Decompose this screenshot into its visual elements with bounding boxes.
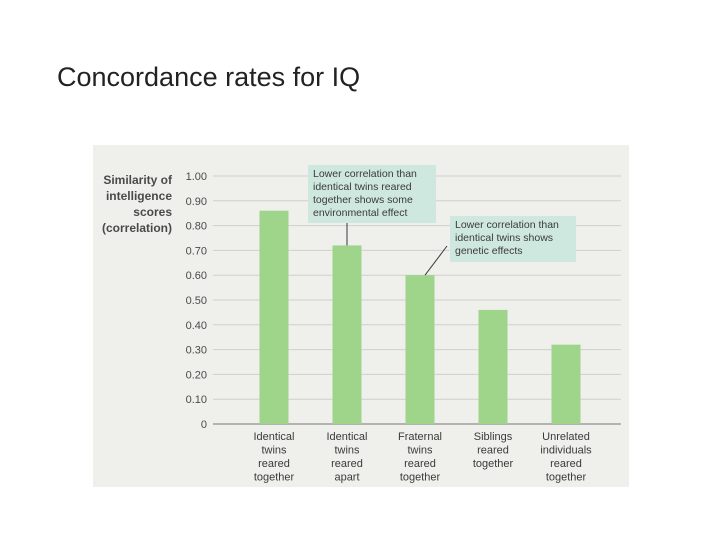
x-category-label: reared	[258, 458, 290, 470]
x-category-label: Fraternal	[398, 431, 442, 443]
y-tick-label: 0.40	[186, 320, 207, 332]
y-axis-label-line: Similarity of	[103, 173, 173, 187]
annotation-box	[450, 216, 576, 262]
x-category-label: together	[254, 472, 295, 484]
annotation-text: identical twins shows	[455, 232, 553, 244]
x-category-label: together	[473, 458, 514, 470]
annotation-text: genetic effects	[455, 245, 523, 257]
y-tick-label: 1.00	[186, 171, 207, 183]
bar	[405, 275, 435, 424]
y-axis-label-line: intelligence	[106, 189, 172, 203]
x-category-label: reared	[331, 458, 363, 470]
bar-chart: Similarity of intelligence scores (correlat…	[102, 165, 621, 484]
y-tick-labels: 0 0.10 0.20 0.30 0.40 0.50 0.60 0.70 0.80 0.90 1.0…	[186, 171, 207, 431]
y-axis-label-line: (correlation)	[102, 221, 172, 235]
x-category-label: reared	[477, 445, 509, 457]
x-category-label: apart	[334, 472, 359, 484]
bar	[332, 245, 362, 424]
chart-figure: Similarity of intelligence scores (correlat…	[93, 145, 629, 487]
annotation-text: Lower correlation than	[455, 219, 559, 231]
annotation-text: environmental effect	[313, 207, 407, 219]
x-category-label: together	[400, 472, 441, 484]
y-axis-label: Similarity of intelligence scores (correlat…	[102, 173, 173, 235]
x-category-label: twins	[407, 445, 433, 457]
x-category-label: reared	[404, 458, 436, 470]
bars	[259, 210, 581, 424]
y-tick-label: 0.50	[186, 295, 207, 307]
x-category-label: twins	[261, 445, 287, 457]
y-tick-label: 0	[201, 419, 207, 431]
y-axis-label-line: scores	[133, 205, 172, 219]
y-tick-label: 0.10	[186, 394, 207, 406]
x-category-labels: IdenticaltwinsrearedtogetherIdenticaltwi…	[254, 431, 593, 484]
slide-title: Concordance rates for IQ	[57, 62, 361, 92]
annotation-leader	[424, 245, 448, 276]
x-category-label: individuals	[540, 445, 592, 457]
y-tick-label: 0.90	[186, 196, 207, 208]
bar	[478, 309, 508, 424]
y-tick-label: 0.80	[186, 221, 207, 233]
y-tick-label: 0.30	[186, 345, 207, 357]
annotation-text: identical twins reared	[313, 181, 412, 193]
annotation-box	[308, 165, 436, 223]
x-category-label: Siblings	[474, 431, 513, 443]
x-category-label: Unrelated	[542, 431, 590, 443]
annotation-text: Lower correlation than	[313, 168, 417, 180]
y-tick-label: 0.20	[186, 369, 207, 381]
x-category-label: Identical	[254, 431, 295, 443]
bar	[551, 344, 581, 424]
y-tick-label: 0.60	[186, 270, 207, 282]
x-category-label: Identical	[327, 431, 368, 443]
annotation-text: together shows some	[313, 194, 413, 206]
x-category-label: together	[546, 472, 587, 484]
x-category-label: twins	[334, 445, 360, 457]
x-category-label: reared	[550, 458, 582, 470]
y-tick-label: 0.70	[186, 245, 207, 257]
bar	[259, 210, 289, 424]
